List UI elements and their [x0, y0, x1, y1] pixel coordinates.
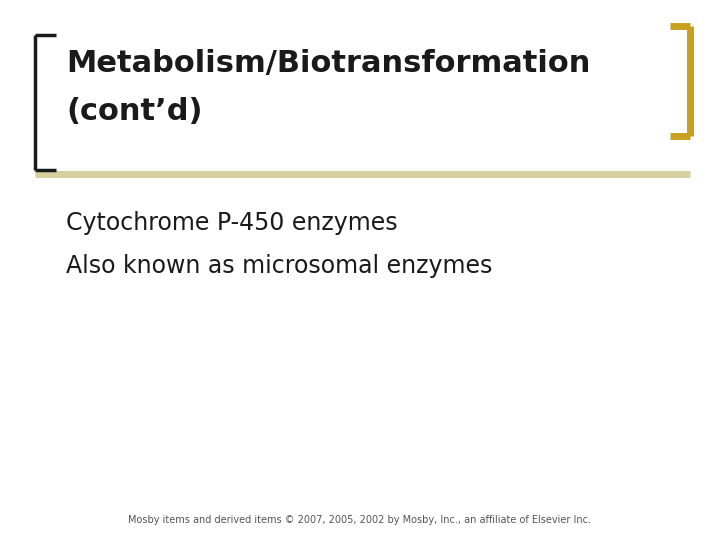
- Text: Mosby items and derived items © 2007, 2005, 2002 by Mosby, Inc., an affiliate of: Mosby items and derived items © 2007, 20…: [128, 515, 592, 525]
- Text: (cont’d): (cont’d): [66, 97, 203, 126]
- Text: Cytochrome P-450 enzymes: Cytochrome P-450 enzymes: [66, 211, 398, 234]
- Text: Metabolism/Biotransformation: Metabolism/Biotransformation: [66, 49, 590, 78]
- Text: Also known as microsomal enzymes: Also known as microsomal enzymes: [66, 254, 492, 278]
